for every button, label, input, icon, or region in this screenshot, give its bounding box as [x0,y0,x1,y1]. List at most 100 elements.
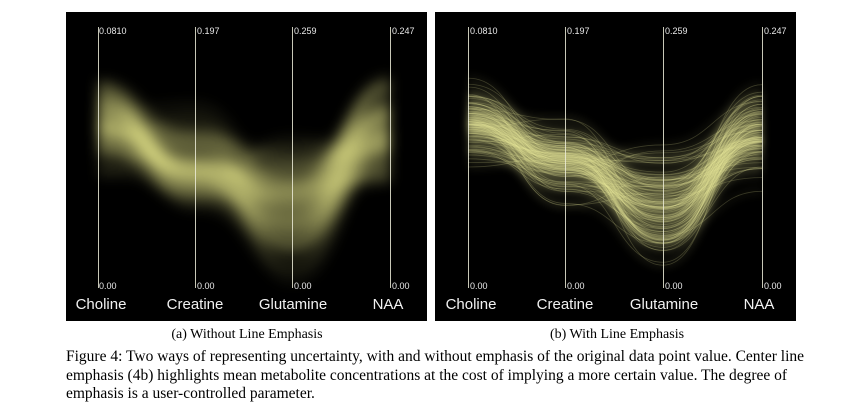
center-emphasis-line [467,132,763,188]
center-emphasis-line [467,103,763,223]
axis-min-label: 0.00 [392,281,410,291]
center-emphasis-line [467,115,763,203]
center-emphasis-line [467,120,763,241]
center-emphasis-line [467,136,763,175]
center-emphasis-line [467,122,763,236]
center-emphasis-line [467,114,763,220]
center-emphasis-line [467,95,763,241]
axis-min-label: 0.00 [764,281,782,291]
center-emphasis-line [467,134,763,211]
axis-name-naa: NAA [372,296,404,313]
axis-name-choline: Choline [75,296,127,313]
center-emphasis-line [467,91,763,191]
uncertainty-band [467,124,763,240]
center-emphasis-line [467,77,763,192]
axis-max-label: 0.0810 [470,26,498,36]
subcaption-b: (b) With Line Emphasis [549,327,685,342]
center-emphasis-line [467,117,763,213]
center-emphasis-line [467,119,763,164]
center-emphasis-line [467,114,763,225]
uncertainty-band [97,112,391,285]
center-emphasis-line [467,99,763,186]
center-emphasis-line [467,141,763,227]
center-emphasis-line [467,115,763,180]
axis-max-label: 0.247 [764,26,787,36]
center-emphasis-line [467,94,763,209]
center-emphasis-line [467,121,763,266]
center-emphasis-line [467,139,763,209]
center-emphasis-line [467,127,763,192]
center-emphasis-line [467,111,763,222]
center-emphasis-line [467,96,763,217]
center-emphasis-line [467,96,763,189]
center-emphasis-line [467,131,763,208]
axis-min-label: 0.00 [197,281,215,291]
axis-line-glutamine [292,27,293,288]
center-emphasis-line [467,106,763,195]
center-emphasis-line [467,101,763,164]
center-emphasis-line [467,107,763,162]
uncertainty-band-plot-emphasized [467,74,763,269]
center-emphasis-line [467,106,763,176]
center-emphasis-line [467,121,763,184]
center-emphasis-line [467,127,763,263]
center-emphasis-line [467,93,763,195]
center-emphasis-line [467,119,763,177]
center-emphasis-line [467,137,763,186]
center-emphasis-line [467,130,763,204]
center-emphasis-line [467,96,763,208]
center-emphasis-line [467,121,763,207]
center-emphasis-line [467,118,763,229]
axis-min-label: 0.00 [99,281,117,291]
center-emphasis-line [467,119,763,187]
center-emphasis-line [467,132,763,222]
center-emphasis-line [467,111,763,210]
center-emphasis-line [467,84,763,203]
center-emphasis-line [467,140,763,188]
axis-min-label: 0.00 [567,281,585,291]
center-emphasis-line [467,123,763,241]
center-emphasis-line [467,109,763,212]
axis-name-creatine: Creatine [166,296,224,313]
center-emphasis-line [467,115,763,239]
center-emphasis-line [467,129,763,251]
center-emphasis-line [467,114,763,238]
center-emphasis-line [467,123,763,159]
axis-name-choline: Choline [445,296,497,313]
center-emphasis-line [467,110,763,230]
center-emphasis-line [467,108,763,189]
axis-name-creatine: Creatine [536,296,594,313]
center-emphasis-line [467,122,763,182]
center-emphasis-line [467,113,763,239]
center-emphasis-line [467,124,763,170]
center-emphasis-line [467,100,763,185]
center-emphasis-line [467,121,763,208]
center-emphasis-line [467,106,763,173]
center-emphasis-line [467,113,763,244]
panel-with-emphasis: 0.0810 0.197 0.259 0.247 0.00 0.00 0.00 … [435,12,796,321]
center-emphasis-line [467,97,763,203]
center-emphasis-line [467,108,763,241]
center-emphasis-line [467,124,763,187]
uncertainty-band [97,102,391,186]
center-emphasis-line [467,119,763,210]
center-emphasis-line [467,101,763,164]
axis-line-naa [390,27,391,288]
axis-name-naa: NAA [743,296,775,313]
center-emphasis-line [467,110,763,181]
center-emphasis-line [467,136,763,219]
center-emphasis-line [467,106,763,197]
center-emphasis-line [467,145,763,232]
center-emphasis-line [467,102,763,216]
axis-line-creatine [195,27,196,288]
center-emphasis-line [467,129,763,245]
axis-name-glutamine: Glutamine [258,296,328,313]
center-emphasis-line [467,109,763,181]
panel-without-emphasis: 0.0810 0.197 0.259 0.247 0.00 0.00 0.00 … [66,12,427,321]
center-emphasis-line [467,108,763,209]
center-emphasis-line [467,138,763,188]
center-emphasis-line [467,95,763,180]
center-emphasis-line [467,120,763,206]
center-emphasis-line [467,111,763,160]
center-emphasis-line [467,121,763,201]
